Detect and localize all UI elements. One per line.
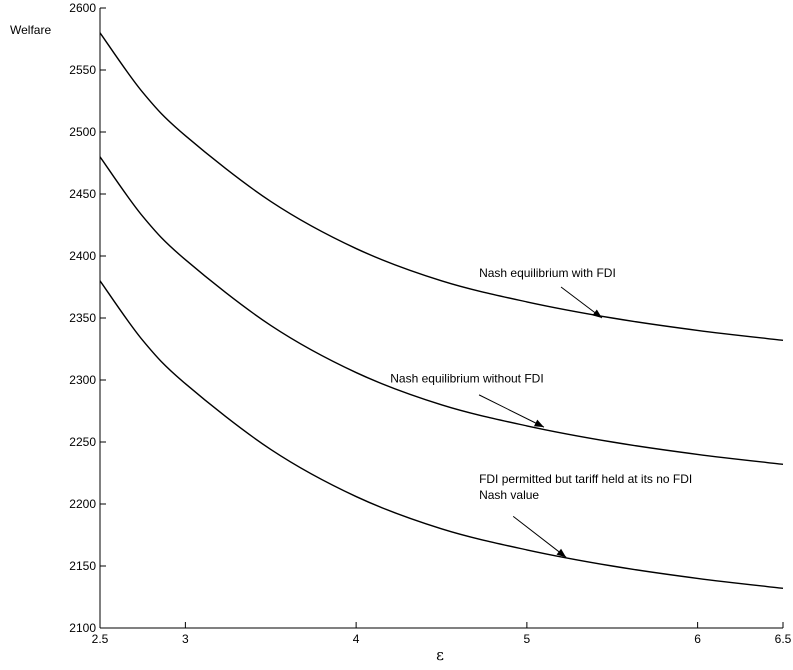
- y-tick-label: 2400: [69, 249, 96, 263]
- y-tick-label: 2250: [69, 435, 96, 449]
- series-line-1: [99, 32, 784, 342]
- annotation-2: Nash equilibrium without FDI: [390, 371, 543, 385]
- x-tick-label: 5: [524, 632, 531, 646]
- y-tick-label: 2500: [69, 125, 96, 139]
- annotation-line: Nash value: [479, 488, 539, 502]
- annotation-arrow-2: [478, 394, 545, 428]
- arrow-head: [533, 419, 544, 428]
- arrow-head: [556, 548, 567, 558]
- y-tick-label: 2450: [69, 187, 96, 201]
- annotation-3: FDI permitted but tariff held at its no …: [479, 472, 692, 502]
- annotation-line: FDI permitted but tariff held at its no …: [479, 472, 692, 486]
- annotation-line: Nash equilibrium with FDI: [479, 266, 616, 280]
- x-tick-label: 6.5: [775, 632, 792, 646]
- y-tick-label: 2350: [69, 311, 96, 325]
- y-tick-label: 2200: [69, 497, 96, 511]
- x-axis-title: ε: [436, 646, 444, 664]
- x-tick-label: 4: [353, 632, 360, 646]
- y-tick-label: 2100: [69, 621, 96, 635]
- annotation-arrow-3: [512, 516, 567, 558]
- series-line-2: [99, 156, 784, 466]
- annotation-line: Nash equilibrium without FDI: [390, 371, 543, 385]
- x-tick-label: 2.5: [92, 632, 109, 646]
- x-tick-label: 3: [182, 632, 189, 646]
- annotations: Nash equilibrium with FDI Nash equilibriu…: [390, 266, 692, 558]
- y-tick-label: 2550: [69, 63, 96, 77]
- curves: [99, 32, 784, 590]
- y-axis-title: Welfare: [10, 23, 51, 37]
- axes: 2100 2150 2200 2250 2300 2350 2400 2450 2500 2550…: [69, 1, 791, 646]
- y-tick-label: 2150: [69, 559, 96, 573]
- x-tick-label: 6: [694, 632, 701, 646]
- arrow-head: [592, 309, 603, 318]
- annotation-1: Nash equilibrium with FDI: [479, 266, 616, 280]
- series-line-3: [99, 280, 784, 590]
- y-tick-label: 2600: [69, 1, 96, 15]
- y-tick-label: 2300: [69, 373, 96, 387]
